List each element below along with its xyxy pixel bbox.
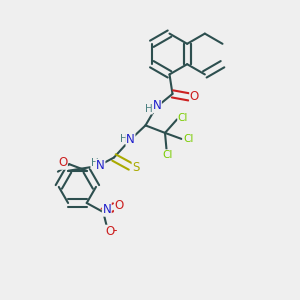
Text: N: N	[152, 99, 161, 112]
Text: S: S	[132, 160, 140, 174]
Text: O: O	[58, 156, 67, 169]
Text: O: O	[105, 225, 114, 238]
Text: Cl: Cl	[183, 134, 193, 144]
Text: -: -	[112, 224, 116, 237]
Text: N: N	[126, 133, 135, 146]
Text: O: O	[115, 199, 124, 212]
Text: Cl: Cl	[178, 113, 188, 123]
Text: H: H	[145, 104, 152, 114]
Text: H: H	[91, 158, 99, 169]
Text: Cl: Cl	[163, 150, 173, 160]
Text: O: O	[190, 90, 199, 104]
Text: H: H	[120, 134, 128, 144]
Text: N: N	[96, 159, 105, 172]
Text: N: N	[102, 203, 111, 216]
